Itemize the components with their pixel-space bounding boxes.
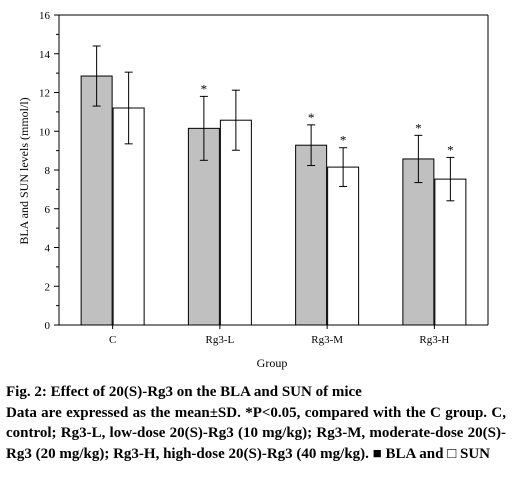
- y-tick-label: 8: [45, 165, 51, 177]
- significance-marker: *: [308, 110, 315, 125]
- sun-legend-label: SUN: [460, 445, 491, 462]
- significance-marker: *: [340, 133, 347, 148]
- bla-legend-label: BLA and: [385, 445, 444, 462]
- y-tick-label: 0: [45, 320, 51, 332]
- x-tick-label: C: [109, 334, 116, 346]
- y-tick-label: 14: [39, 49, 51, 61]
- bar-bla-rg3-m: [295, 144, 328, 326]
- significance-marker: *: [201, 81, 208, 96]
- x-axis-label: Group: [257, 356, 288, 370]
- y-tick-label: 6: [45, 204, 51, 216]
- y-tick-label: 12: [39, 88, 50, 100]
- x-tick-label: Rg3-L: [206, 334, 235, 346]
- caption-body: Data are expressed as the mean±SD. *P<0.…: [6, 403, 506, 465]
- figure-caption: Fig. 2: Effect of 20(S)-Rg3 on the BLA a…: [6, 382, 506, 464]
- bar-chart: C * Rg3-L * * Rg3-M * * Rg3-H 0 2 4 6 8 10 12 14 16 BLA a…: [17, 10, 489, 370]
- bar-sun-rg3-m: [327, 166, 360, 326]
- x-tick-label: Rg3-H: [419, 334, 449, 346]
- bla-legend-swatch: ■: [372, 445, 382, 462]
- x-tick-label: Rg3-M: [311, 334, 343, 346]
- caption-title: Fig. 2: Effect of 20(S)-Rg3 on the BLA a…: [6, 384, 362, 400]
- bar-bla-rg3-l: [187, 127, 220, 326]
- bar-sun-rg3-l: [219, 119, 252, 326]
- bar-bla-rg3-h: [402, 158, 435, 326]
- significance-marker: *: [415, 120, 422, 135]
- y-axis-label: BLA and SUN levels (mmol/l): [17, 97, 31, 244]
- y-tick-label: 2: [45, 281, 51, 293]
- sun-legend-swatch: □: [447, 445, 457, 462]
- caption-text: Data are expressed as the mean±SD. *P<0.…: [6, 404, 506, 462]
- y-tick-label: 10: [39, 126, 51, 138]
- y-tick-label: 4: [45, 243, 51, 255]
- significance-marker: *: [447, 142, 454, 157]
- y-tick-label: 16: [39, 10, 51, 22]
- bar-bla-c: [80, 75, 113, 326]
